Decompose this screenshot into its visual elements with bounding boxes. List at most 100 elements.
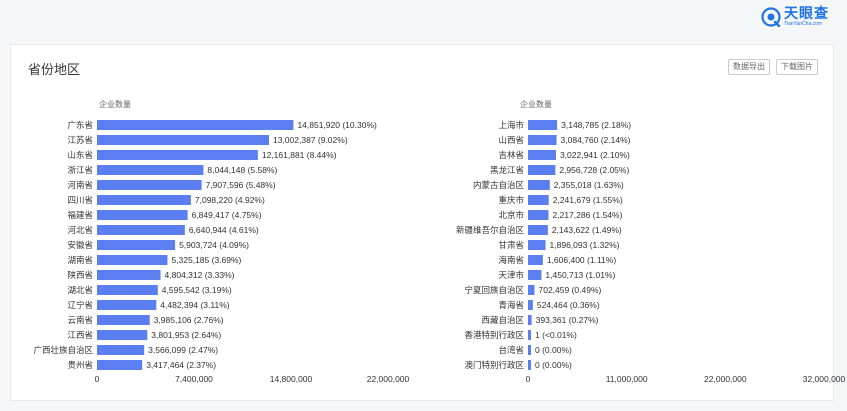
bar[interactable] [528, 195, 549, 205]
brand-logo: 天眼查 TianYanCha.com [761, 7, 829, 27]
data-label: 7,907,596 (5.48%) [206, 180, 276, 190]
category-label: 台湾省 [498, 345, 524, 355]
bar[interactable] [97, 360, 143, 370]
bar[interactable] [528, 225, 548, 235]
category-label: 黑龙江省 [490, 165, 525, 175]
category-label: 广东省 [67, 120, 93, 130]
data-label: 2,241,679 (1.55%) [553, 195, 623, 205]
category-label: 陕西省 [67, 270, 93, 280]
data-label: 3,566,099 (2.47%) [148, 345, 218, 355]
bar[interactable] [528, 150, 556, 160]
bar[interactable] [97, 345, 145, 355]
data-label: 5,903,724 (4.09%) [179, 240, 249, 250]
x-tick-label: 11,000,000 [606, 374, 648, 384]
data-label: 5,325,185 (3.69%) [171, 255, 241, 265]
data-label: 7,098,220 (4.92%) [195, 195, 265, 205]
category-label: 上海市 [498, 120, 524, 130]
bar[interactable] [528, 165, 556, 175]
category-label: 福建省 [67, 210, 93, 220]
bar[interactable] [528, 240, 546, 250]
y-axis-title: 企业数量 [99, 99, 131, 109]
bar[interactable] [528, 285, 535, 295]
data-label: 2,355,018 (1.63%) [554, 180, 624, 190]
category-label: 辽宁省 [67, 300, 93, 310]
bar[interactable] [97, 120, 294, 130]
data-label: 1,896,093 (1.32%) [550, 240, 620, 250]
category-label: 湖北省 [67, 285, 93, 295]
x-tick-label: 22,000,000 [704, 374, 747, 384]
data-label: 13,002,387 (9.02%) [273, 135, 348, 145]
data-label: 12,161,881 (8.44%) [262, 150, 337, 160]
bar[interactable] [97, 270, 161, 280]
data-label: 0 (0.00%) [535, 345, 572, 355]
category-label: 西藏自治区 [481, 315, 524, 325]
category-label: 海南省 [498, 255, 524, 265]
category-label: 安徽省 [67, 240, 93, 250]
top-bar: 天眼查 TianYanCha.com [0, 0, 847, 36]
bar[interactable] [528, 180, 550, 190]
chart-top-provinces: 企业数量 广东省 14,851,920 (10.30%) 江苏省 13,002,387 … [11, 97, 421, 397]
data-label: 3,022,941 (2.10%) [560, 150, 630, 160]
bar[interactable] [97, 150, 258, 160]
data-label: 1 (<0.01%) [535, 330, 577, 340]
bar[interactable] [97, 195, 191, 205]
bar[interactable] [528, 210, 549, 220]
bar[interactable] [97, 315, 150, 325]
data-label: 2,217,286 (1.54%) [553, 210, 623, 220]
data-label: 4,804,312 (3.33%) [165, 270, 235, 280]
data-label: 3,084,760 (2.14%) [561, 135, 631, 145]
data-label: 4,482,394 (3.11%) [160, 300, 229, 310]
bar[interactable] [97, 180, 202, 190]
bar[interactable] [528, 255, 543, 265]
x-tick-label: 0 [526, 374, 531, 384]
data-label: 1,606,400 (1.11%) [547, 255, 616, 265]
bar[interactable] [97, 135, 269, 145]
category-label: 香港特别行政区 [464, 330, 524, 340]
download-image-button[interactable]: 下载图片 [776, 59, 818, 75]
bar[interactable] [528, 135, 557, 145]
data-label: 3,417,464 (2.37%) [146, 360, 216, 370]
category-label: 云南省 [67, 315, 93, 325]
bar[interactable] [528, 270, 542, 280]
bar[interactable] [97, 165, 204, 175]
brand-name: 天眼查 [784, 6, 829, 22]
data-label: 2,143,622 (1.49%) [552, 225, 622, 235]
data-label: 393,361 (0.27%) [536, 315, 599, 325]
bar[interactable] [97, 240, 176, 250]
bar[interactable] [97, 255, 168, 265]
x-tick-label: 14,800,000 [270, 374, 313, 384]
category-label: 新疆维吾尔自治区 [456, 225, 525, 235]
category-label: 广西壮族自治区 [33, 345, 93, 355]
x-tick-label: 32,000,000 [803, 374, 846, 384]
category-label: 贵州省 [67, 360, 93, 370]
tianyancha-logo-icon [761, 7, 781, 27]
province-region-card: 省份地区 数据导出 下载图片 企业数量广东省 14,851,920 (10.30%… [10, 44, 846, 401]
bar[interactable] [97, 225, 185, 235]
bar[interactable] [528, 360, 531, 370]
category-label: 浙江省 [67, 165, 93, 175]
card-title: 省份地区 [28, 62, 81, 77]
bar[interactable] [97, 285, 158, 295]
category-label: 吉林省 [498, 150, 524, 160]
export-data-button[interactable]: 数据导出 [728, 59, 770, 75]
bar[interactable] [528, 120, 558, 130]
category-label: 山西省 [498, 135, 524, 145]
bar[interactable] [528, 345, 531, 355]
category-label: 河南省 [67, 180, 93, 190]
data-label: 14,851,920 (10.30%) [297, 120, 377, 130]
bar[interactable] [97, 300, 157, 310]
brand-domain: TianYanCha.com [784, 21, 823, 27]
data-label: 0 (0.00%) [535, 360, 572, 370]
category-label: 甘肃省 [498, 240, 524, 250]
bar[interactable] [97, 330, 148, 340]
category-label: 湖南省 [67, 255, 93, 265]
category-label: 四川省 [67, 195, 93, 205]
bar[interactable] [528, 300, 533, 310]
bar[interactable] [97, 210, 188, 220]
bar[interactable] [528, 315, 532, 325]
chart-other-provinces: 企业数量 上海市 3,148,785 (2.18%) 山西省 3,084,760 (2.… [421, 97, 846, 397]
category-label: 青海省 [498, 300, 524, 310]
bar[interactable] [528, 330, 531, 340]
